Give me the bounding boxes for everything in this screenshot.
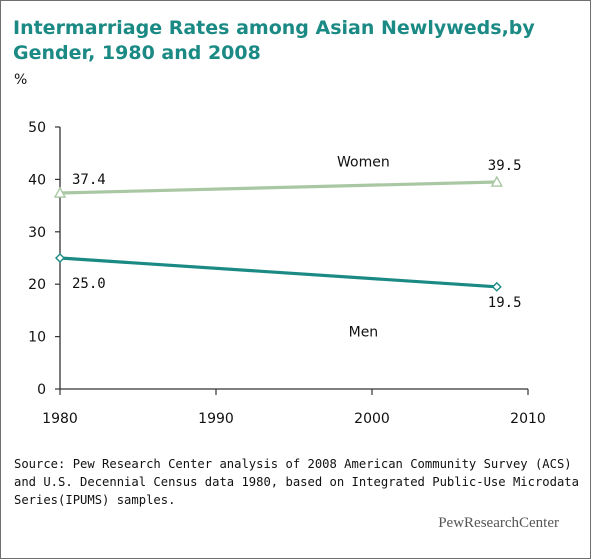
pew-research-center-logo: PewResearchCenter xyxy=(438,515,559,531)
y-tick-label: 10 xyxy=(28,330,46,346)
men-data-label: 25.0 xyxy=(72,276,106,292)
men-diamond-marker xyxy=(55,253,65,263)
women-triangle-marker xyxy=(53,186,67,198)
women-data-label: 39.5 xyxy=(488,158,522,174)
y-tick-label: 30 xyxy=(28,225,46,241)
axes xyxy=(59,127,528,390)
x-tick-label: 1990 xyxy=(198,411,234,427)
men-data-label: 19.5 xyxy=(488,295,522,311)
y-tick-label: 40 xyxy=(28,172,46,188)
x-tick-label: 2000 xyxy=(354,411,390,427)
x-tick-label: 2010 xyxy=(510,411,546,427)
men-series-line xyxy=(59,256,497,289)
chart-title: Intermarriage Rates among Asian Newlywed… xyxy=(13,17,535,64)
source-note: Source: Pew Research Center analysis of … xyxy=(14,457,579,507)
women-series-line xyxy=(59,180,497,195)
y-tick-label: 20 xyxy=(28,277,46,293)
y-tick-label: 50 xyxy=(28,120,46,136)
men-series-label: Men xyxy=(349,324,379,340)
x-tick-label: 1980 xyxy=(42,411,78,427)
y-tick-label: 0 xyxy=(37,382,46,398)
women-data-label: 37.4 xyxy=(72,172,106,188)
y-unit-label: % xyxy=(14,72,28,88)
women-triangle-marker xyxy=(490,175,503,187)
women-series-label: Women xyxy=(337,155,390,171)
men-diamond-marker xyxy=(491,281,502,292)
